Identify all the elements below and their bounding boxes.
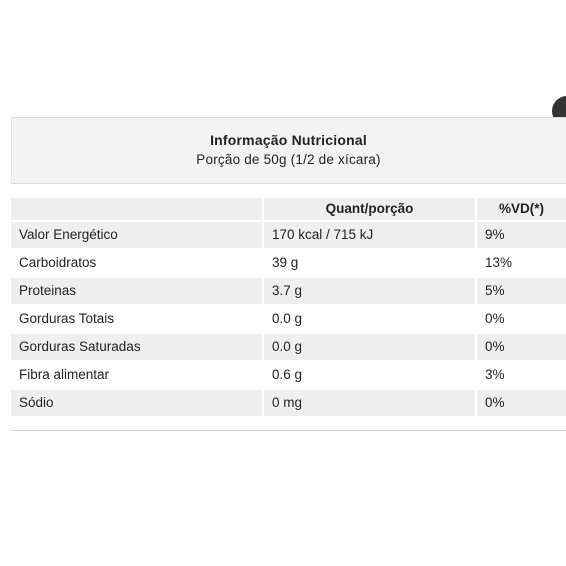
nutrient-name: Valor Energético [11,222,262,248]
column-header: %VD(*) [477,198,566,220]
amount: 39 g [272,255,299,270]
amount: 170 kcal / 715 kJ [264,222,475,248]
amount: 0.6 g [272,367,303,382]
nutrient-name: Fibra alimentar [19,367,110,382]
subtitle: Porção de 50g (1/2 de xícara) [196,152,381,167]
header-cell [11,198,262,220]
nutrient-name: Proteinas [11,278,262,304]
title: Informação Nutricional [210,132,367,148]
daily-value: 3% [485,367,505,382]
amount: 3.7 g [264,278,475,304]
daily-value: 0% [485,311,505,326]
amount: 0.0 g [264,334,475,360]
daily-value: 9% [477,222,566,248]
daily-value: 0% [477,334,566,360]
header-box [11,117,566,184]
daily-value: 0% [477,390,566,416]
daily-value: 5% [477,278,566,304]
nutrient-name: Gorduras Saturadas [11,334,262,360]
divider [11,430,566,431]
column-header: Quant/porção [264,198,475,220]
amount: 0.0 g [272,311,303,326]
daily-value: 13% [485,255,513,270]
nutrient-name: Carboidratos [19,255,97,270]
amount: 0 mg [264,390,475,416]
nutrient-name: Sódio [11,390,262,416]
nutrient-name: Gorduras Totais [19,311,115,326]
